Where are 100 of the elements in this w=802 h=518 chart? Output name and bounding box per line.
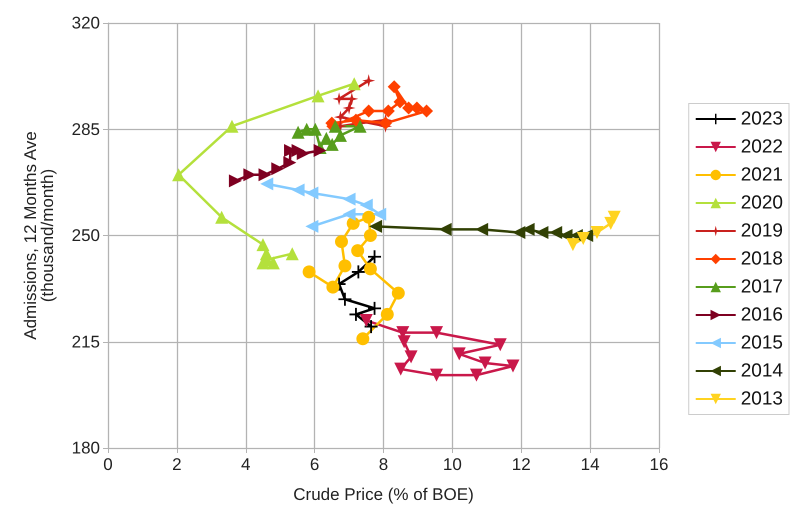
point — [364, 229, 377, 242]
point — [335, 235, 348, 248]
point — [348, 77, 361, 90]
y-tick-label: 285 — [72, 120, 100, 139]
point — [338, 292, 352, 306]
x-tick-label: 16 — [650, 455, 668, 474]
x-tick-label: 12 — [512, 455, 531, 474]
legend-label: 2021 — [740, 164, 784, 186]
point — [394, 362, 408, 376]
point — [292, 183, 305, 196]
point — [352, 265, 365, 278]
point — [452, 347, 466, 360]
legend-label: 2013 — [740, 388, 784, 410]
point — [302, 265, 316, 278]
point — [535, 226, 548, 239]
point — [369, 220, 382, 233]
point — [225, 120, 238, 133]
point — [512, 226, 526, 239]
point — [576, 232, 590, 246]
point — [382, 104, 395, 118]
y-tick-label: 215 — [72, 332, 100, 352]
point — [360, 198, 373, 212]
point — [475, 222, 488, 236]
point — [506, 360, 520, 373]
point — [566, 238, 580, 252]
point — [305, 186, 318, 200]
point — [342, 102, 356, 114]
point — [360, 314, 373, 327]
point — [351, 244, 364, 258]
legend-label: 2015 — [740, 332, 784, 354]
legend-label: 2019 — [740, 220, 784, 242]
legend-label: 2016 — [740, 304, 784, 326]
y-tick-label: 320 — [72, 14, 100, 32]
point — [334, 128, 347, 142]
y-tick-label: 250 — [72, 226, 100, 245]
point — [364, 320, 378, 334]
point — [260, 177, 274, 190]
point — [172, 168, 186, 182]
point — [362, 74, 376, 88]
point — [590, 226, 604, 239]
point — [404, 350, 418, 364]
legend-label: 2014 — [740, 360, 784, 382]
point — [342, 192, 356, 206]
point — [362, 210, 376, 224]
point — [326, 280, 340, 294]
x-tick-label: 8 — [378, 455, 388, 474]
point — [256, 238, 270, 252]
point — [305, 220, 318, 233]
point — [608, 210, 621, 224]
legend-label: 2022 — [740, 136, 784, 158]
x-tick-label: 0 — [103, 455, 113, 474]
x-tick-label: 6 — [310, 455, 320, 474]
point — [308, 122, 322, 136]
point — [271, 162, 284, 176]
x-tick-label: 2 — [172, 455, 182, 474]
point — [470, 368, 483, 382]
point — [379, 116, 392, 130]
point — [312, 89, 325, 102]
point — [354, 120, 367, 133]
point — [430, 326, 444, 340]
legend-label: 2017 — [740, 276, 784, 298]
point — [215, 210, 228, 224]
point — [314, 144, 327, 157]
point — [283, 156, 296, 170]
x-tick-label: 14 — [580, 455, 600, 474]
point — [549, 226, 562, 239]
point — [286, 247, 299, 260]
point — [356, 332, 370, 346]
legend-label: 2023 — [740, 108, 784, 130]
point — [362, 104, 376, 118]
x-tick-label: 4 — [241, 455, 250, 474]
point — [373, 208, 386, 221]
y-tick-label: 180 — [72, 438, 100, 458]
point — [388, 80, 401, 94]
point — [228, 174, 242, 188]
point — [292, 126, 305, 139]
point — [349, 308, 362, 321]
point — [394, 95, 407, 108]
point — [430, 368, 444, 382]
point — [438, 222, 452, 236]
point — [398, 335, 411, 348]
point — [380, 308, 394, 321]
point — [368, 250, 382, 264]
x-tick-label: 10 — [442, 455, 462, 474]
point — [420, 104, 434, 118]
point — [494, 338, 507, 352]
point — [258, 168, 272, 182]
point — [478, 356, 492, 370]
x-axis-title: Crude Price (% of BOE) — [293, 485, 474, 504]
point — [338, 259, 352, 272]
point — [364, 262, 377, 276]
y-axis-title: Admissions, 12 Months Ave (thousand/month) — [21, 131, 57, 340]
point — [342, 208, 356, 221]
legend-label: 2020 — [740, 192, 784, 214]
point — [349, 114, 362, 127]
point — [346, 216, 360, 230]
legend-label: 2018 — [740, 248, 784, 270]
point — [392, 286, 405, 300]
point — [326, 138, 339, 151]
point — [368, 302, 382, 315]
